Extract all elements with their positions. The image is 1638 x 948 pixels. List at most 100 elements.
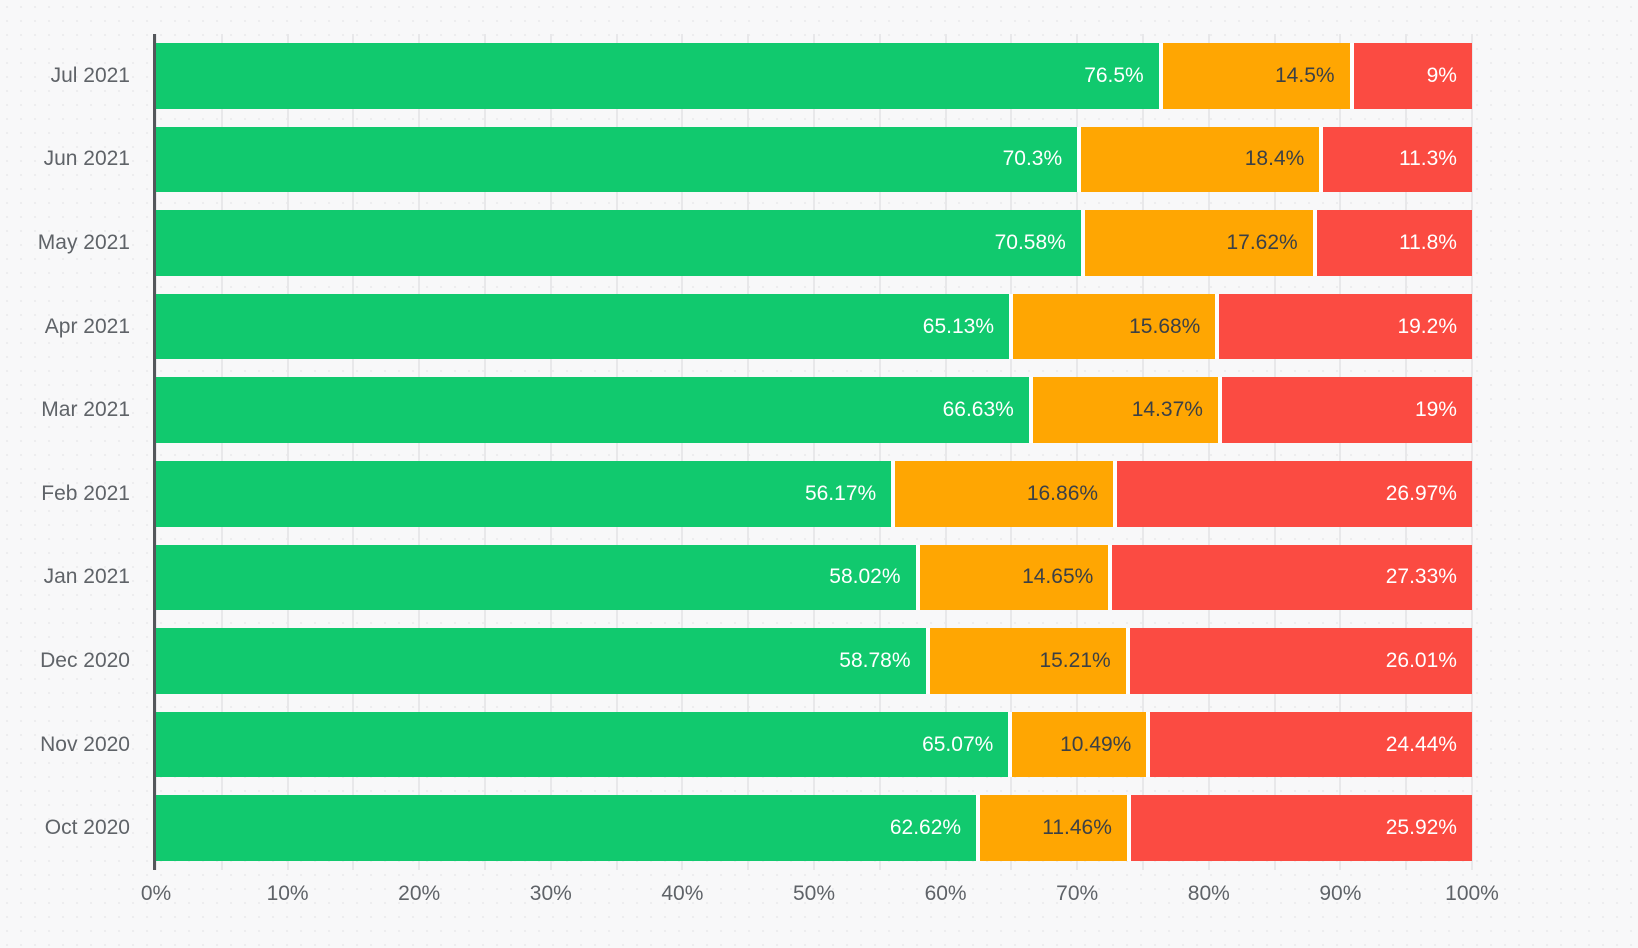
bar-segment-red[interactable]: 26.97% bbox=[1117, 460, 1472, 527]
gridline bbox=[944, 34, 947, 870]
bar-segment-value-label: 14.5% bbox=[1275, 63, 1335, 87]
bar-segment-green[interactable]: 56.17% bbox=[156, 460, 896, 527]
gridline bbox=[1471, 34, 1473, 870]
bar-segment-red[interactable]: 11.8% bbox=[1316, 210, 1472, 276]
y-axis-label: Feb 2021 bbox=[41, 481, 130, 505]
bar-segment-value-label: 18.4% bbox=[1244, 147, 1305, 171]
bar-segment-value-label: 14.65% bbox=[1022, 565, 1094, 589]
bar-segment-value-label: 10.49% bbox=[1060, 732, 1132, 756]
bar-row: 65.13% 15.68% 19.2% bbox=[156, 285, 1472, 369]
y-axis-label: Jan 2021 bbox=[43, 565, 130, 589]
bar-segment-value-label: 24.44% bbox=[1385, 732, 1457, 756]
bar-row: 66.63% 14.37% 19% bbox=[156, 368, 1472, 452]
bar-row: 70.3% 18.4% 11.3% bbox=[156, 118, 1472, 202]
bar-segment-orange[interactable]: 10.49% bbox=[1012, 711, 1151, 778]
gridline bbox=[813, 34, 815, 870]
x-axis-tick-label: 100% bbox=[1445, 882, 1499, 905]
y-axis-labels: Jul 2021 Jun 2021 May 2021 Apr 2021 Mar 2021… bbox=[0, 34, 130, 870]
bar-segment-red[interactable]: 19.2% bbox=[1219, 293, 1472, 360]
bar-segment-value-label: 19% bbox=[1414, 398, 1457, 422]
bar-segment-green[interactable]: 66.63% bbox=[156, 377, 1033, 443]
bar-segment-red[interactable]: 19% bbox=[1221, 377, 1472, 443]
bar-segment-value-label: 11.46% bbox=[1042, 816, 1112, 840]
bar-segment-value-label: 9% bbox=[1426, 63, 1457, 87]
bar-segment-green[interactable]: 70.58% bbox=[156, 210, 1085, 276]
bar-segment-value-label: 56.17% bbox=[804, 481, 877, 505]
bar-segment-red[interactable]: 27.33% bbox=[1112, 544, 1472, 611]
bar-segment-red[interactable]: 11.3% bbox=[1323, 126, 1472, 193]
x-axis-labels: 0% 10% 20% 30% 40% 50% 60% 70% 80% 90% 100% bbox=[141, 881, 1499, 907]
gridline bbox=[747, 34, 750, 870]
bar-segment-value-label: 26.97% bbox=[1385, 481, 1457, 505]
bar-segment-value-label: 62.62% bbox=[889, 816, 962, 840]
bar-segment-value-label: 26.01% bbox=[1385, 648, 1457, 672]
bar-segment-red[interactable]: 24.44% bbox=[1150, 711, 1472, 778]
gridline bbox=[878, 34, 881, 870]
bar-segment-green[interactable]: 62.62% bbox=[156, 795, 981, 861]
bar-segment-value-label: 11.3% bbox=[1398, 147, 1457, 171]
y-axis-label: Jul 2021 bbox=[50, 63, 130, 87]
bar-segment-green[interactable]: 65.13% bbox=[156, 293, 1014, 360]
bar-segment-green[interactable]: 58.02% bbox=[156, 544, 920, 611]
bar-segment-green[interactable]: 58.78% bbox=[156, 628, 930, 694]
x-axis-tick-label: 40% bbox=[661, 882, 704, 905]
y-axis-label: Nov 2020 bbox=[40, 732, 130, 756]
bar-segment-value-label: 65.07% bbox=[922, 732, 994, 756]
bar-segment-value-label: 14.37% bbox=[1131, 398, 1203, 422]
bar-segment-green[interactable]: 76.5% bbox=[156, 43, 1163, 109]
x-axis-tick-label: 10% bbox=[266, 882, 309, 905]
x-axis-tick-label: 60% bbox=[924, 882, 967, 905]
bar-segment-value-label: 70.58% bbox=[994, 230, 1066, 254]
y-axis-label: Mar 2021 bbox=[41, 398, 130, 422]
bar-segment-value-label: 76.5% bbox=[1084, 63, 1144, 87]
bar-segment-red[interactable]: 9% bbox=[1353, 43, 1472, 109]
bar-segment-value-label: 66.63% bbox=[942, 398, 1014, 422]
bar-segment-value-label: 25.92% bbox=[1385, 816, 1457, 840]
bar-segment-value-label: 58.02% bbox=[829, 565, 901, 589]
gridline bbox=[1273, 34, 1276, 870]
y-axis-line bbox=[153, 34, 156, 870]
x-axis-tick-label: 30% bbox=[529, 882, 572, 905]
gridline bbox=[549, 34, 552, 870]
bar-segment-red[interactable]: 26.01% bbox=[1129, 628, 1472, 694]
bar-segment-orange[interactable]: 18.4% bbox=[1081, 126, 1324, 193]
bar-row: 58.02% 14.65% 27.33% bbox=[156, 536, 1472, 620]
bar-segment-orange[interactable]: 17.62% bbox=[1084, 210, 1317, 276]
y-axis-label: May 2021 bbox=[37, 230, 130, 254]
bar-segment-value-label: 15.68% bbox=[1129, 314, 1201, 338]
bar-segment-value-label: 27.33% bbox=[1385, 565, 1457, 589]
bar-row: 65.07% 10.49% 24.44% bbox=[156, 703, 1472, 787]
bar-segment-orange[interactable]: 14.5% bbox=[1162, 43, 1354, 109]
gridline bbox=[681, 34, 684, 870]
bar-segment-orange[interactable]: 15.68% bbox=[1013, 293, 1220, 360]
x-axis-tick-label: 70% bbox=[1056, 882, 1099, 905]
bar-segment-green[interactable]: 70.3% bbox=[156, 126, 1082, 193]
bar-row: 58.78% 15.21% 26.01% bbox=[156, 619, 1472, 703]
gridline bbox=[418, 34, 421, 870]
x-axis-tick-label: 90% bbox=[1319, 882, 1362, 905]
bar-segment-orange[interactable]: 11.46% bbox=[980, 795, 1131, 861]
gridline bbox=[155, 34, 157, 870]
gridline bbox=[484, 34, 486, 870]
bar-segment-value-label: 15.21% bbox=[1039, 648, 1111, 672]
bar-segment-green[interactable]: 65.07% bbox=[156, 711, 1013, 778]
bar-row: 76.5% 14.5% 9% bbox=[156, 34, 1472, 118]
x-axis-tick-label: 50% bbox=[792, 882, 836, 905]
plot-area: 76.5% 14.5% 9% 70.3% 18.4% 11.3% 70.58% 17.62% 1… bbox=[153, 34, 1473, 870]
x-axis-tick-label: 20% bbox=[398, 882, 441, 905]
gridline bbox=[1076, 34, 1079, 870]
bar-segment-orange[interactable]: 16.86% bbox=[895, 460, 1118, 527]
gridline bbox=[220, 34, 223, 870]
gridline bbox=[615, 34, 618, 870]
bar-rows: 76.5% 14.5% 9% 70.3% 18.4% 11.3% 70.58% 17.62% 1… bbox=[156, 34, 1472, 870]
bar-segment-value-label: 70.3% bbox=[1002, 147, 1063, 171]
bar-segment-orange[interactable]: 14.65% bbox=[919, 544, 1113, 611]
bar-segment-orange[interactable]: 15.21% bbox=[929, 628, 1130, 694]
bar-segment-red[interactable]: 25.92% bbox=[1130, 795, 1472, 861]
bar-row: 56.17% 16.86% 26.97% bbox=[156, 452, 1472, 536]
bar-segment-orange[interactable]: 14.37% bbox=[1032, 377, 1222, 443]
y-axis-label: Dec 2020 bbox=[40, 648, 130, 672]
gridline bbox=[286, 34, 289, 870]
bar-segment-value-label: 16.86% bbox=[1026, 481, 1099, 505]
bar-segment-value-label: 19.2% bbox=[1397, 314, 1457, 338]
